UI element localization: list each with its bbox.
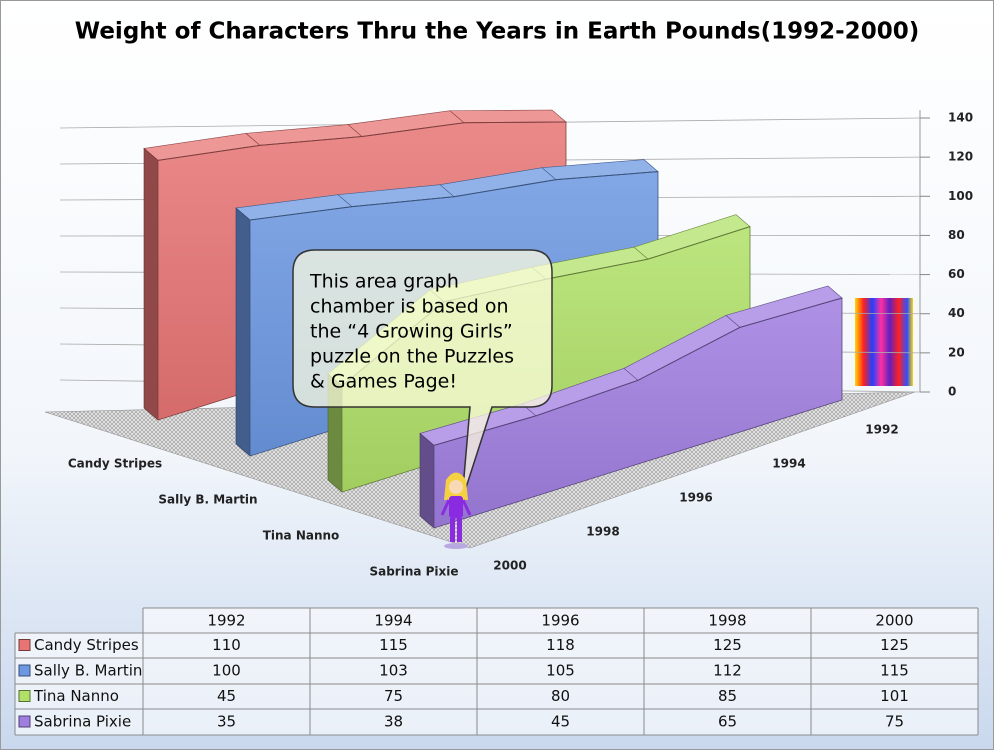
data-table: 1992 1994 1996 1998 2000 Candy Stripes 110 115 1… <box>14 607 979 736</box>
table-value: 115 <box>880 662 909 680</box>
series-axis-label: Candy Stripes <box>68 457 162 471</box>
series-axis-label: Sally B. Martin <box>158 493 257 507</box>
series-axis-label: Tina Nanno <box>263 529 340 543</box>
y-tick-label: 20 <box>948 345 965 359</box>
table-value: 45 <box>551 713 570 731</box>
table-value: 110 <box>212 636 241 654</box>
annotation-line: This area graph <box>309 271 459 293</box>
table-header: 1996 <box>541 612 579 630</box>
series-axis-label: Sabrina Pixie <box>369 565 458 579</box>
legend-swatch <box>18 690 31 702</box>
area-top-edge <box>433 297 843 446</box>
table-value: 101 <box>880 687 909 705</box>
table-value: 112 <box>713 662 742 680</box>
chart-title: Weight of Characters Thru the Years in E… <box>75 19 919 45</box>
legend-label: Sabrina Pixie <box>34 713 131 731</box>
table-value: 85 <box>718 687 737 705</box>
x-tick-label: 1996 <box>679 491 712 505</box>
y-tick-label: 40 <box>948 306 965 320</box>
table-value: 105 <box>546 662 575 680</box>
y-tick-label: 60 <box>948 267 965 281</box>
ribbon-top <box>449 109 567 124</box>
y-tick-label: 0 <box>948 385 956 399</box>
table-value: 38 <box>384 713 403 731</box>
legend-label: Candy Stripes <box>34 636 139 654</box>
table-value: 125 <box>880 636 909 654</box>
table-value: 100 <box>212 662 241 680</box>
annotation-line: puzzle on the Puzzles <box>310 346 514 368</box>
table-header: 1994 <box>374 612 412 630</box>
table-value: 125 <box>713 636 742 654</box>
area-top-edge <box>249 171 659 221</box>
table-background <box>143 608 978 633</box>
x-tick-label: 2000 <box>493 559 526 573</box>
ribbon-side <box>235 207 251 457</box>
legend-swatch <box>18 715 31 728</box>
table-value: 35 <box>217 713 236 731</box>
ribbon-side <box>419 432 435 529</box>
table-value: 118 <box>546 636 575 654</box>
y-tick-label: 120 <box>948 150 973 164</box>
table-value: 65 <box>718 713 737 731</box>
y-tick-label: 80 <box>948 228 965 242</box>
x-tick-label: 1992 <box>865 423 898 437</box>
speech-bubble: This area graph chamber is based on the “4… <box>292 249 553 501</box>
legend-label: Tina Nanno <box>33 687 119 705</box>
area-top-edge <box>157 121 567 161</box>
table-header: 1992 <box>207 612 245 630</box>
table-value: 75 <box>384 687 403 705</box>
annotation-line: & Games Page! <box>310 371 457 393</box>
table-value: 45 <box>217 687 236 705</box>
x-tick-label: 1994 <box>772 457 805 471</box>
legend-swatch <box>18 639 31 651</box>
annotation-line: chamber is based on <box>310 296 509 318</box>
annotation-line: the “4 Growing Girls” <box>310 321 513 343</box>
ribbon-side <box>143 147 159 421</box>
bubble-shape <box>292 249 553 501</box>
legend-swatch <box>18 664 31 677</box>
table-header: 2000 <box>875 612 913 630</box>
table-value: 115 <box>379 636 408 654</box>
table-header: 1998 <box>708 612 746 630</box>
table-value: 103 <box>379 662 408 680</box>
table-value: 80 <box>551 687 570 705</box>
x-tick-label: 1998 <box>586 525 619 539</box>
y-tick-label: 100 <box>948 189 973 203</box>
y-tick-label: 140 <box>948 111 973 125</box>
legend-label: Sally B. Martin <box>34 662 142 680</box>
table-value: 75 <box>885 713 904 731</box>
girl-figure <box>440 472 472 549</box>
rainbow-decoration <box>855 298 913 386</box>
